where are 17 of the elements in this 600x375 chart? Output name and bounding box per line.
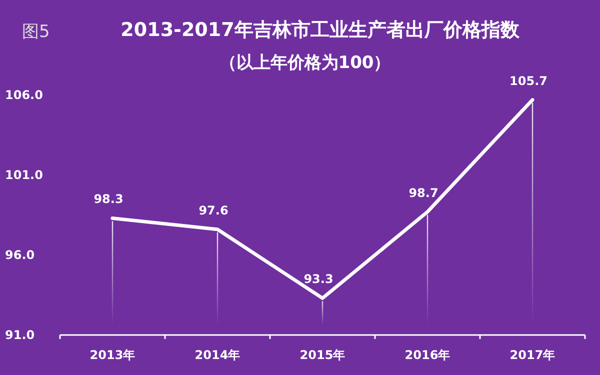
xtick: 2013年	[90, 348, 136, 362]
data-label: 105.7	[510, 74, 548, 88]
xtick: 2016年	[404, 348, 450, 362]
subtitle: （以上年价格为100）	[219, 53, 391, 73]
title: 2013-2017年吉林市工业生产者出厂价格指数	[120, 19, 520, 41]
data-label: 98.7	[408, 186, 438, 200]
data-label: 97.6	[198, 203, 228, 218]
data-label: 98.3	[94, 192, 124, 206]
data-label: 93.3	[304, 272, 334, 286]
annotation: 图5	[22, 22, 50, 42]
xtick: 2014年	[194, 348, 240, 362]
ytick: 91.0	[5, 328, 35, 342]
xtick: 2017年	[510, 348, 556, 362]
ytick: 106.0	[5, 88, 43, 102]
ytick: 96.0	[5, 248, 35, 262]
xtick: 2015年	[300, 348, 346, 362]
ytick: 101.0	[5, 168, 43, 182]
